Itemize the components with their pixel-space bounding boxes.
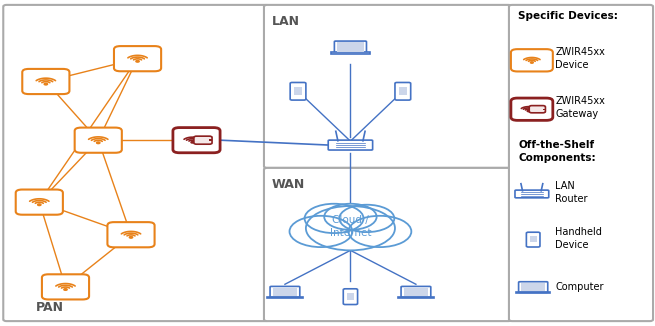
FancyBboxPatch shape xyxy=(75,127,122,153)
Circle shape xyxy=(191,141,194,143)
Text: ZWIR45xx
Device: ZWIR45xx Device xyxy=(555,48,605,70)
Circle shape xyxy=(129,236,133,238)
FancyBboxPatch shape xyxy=(264,5,512,168)
Circle shape xyxy=(339,205,394,232)
Bar xyxy=(346,292,354,300)
Bar xyxy=(516,292,550,293)
FancyBboxPatch shape xyxy=(173,127,220,153)
Circle shape xyxy=(306,206,395,250)
Bar xyxy=(403,288,428,296)
FancyBboxPatch shape xyxy=(335,41,367,53)
FancyBboxPatch shape xyxy=(519,282,548,292)
Circle shape xyxy=(44,83,48,85)
Bar xyxy=(331,52,369,54)
Circle shape xyxy=(37,204,41,206)
FancyBboxPatch shape xyxy=(264,168,512,321)
Text: Specific Devices:: Specific Devices: xyxy=(518,11,618,22)
FancyBboxPatch shape xyxy=(401,287,431,297)
Circle shape xyxy=(531,62,533,63)
FancyBboxPatch shape xyxy=(270,287,300,297)
Circle shape xyxy=(324,204,377,230)
FancyBboxPatch shape xyxy=(509,5,653,321)
Text: Cloud /
Internet: Cloud / Internet xyxy=(329,215,371,238)
FancyBboxPatch shape xyxy=(529,106,546,113)
Bar xyxy=(294,87,302,95)
FancyBboxPatch shape xyxy=(114,46,161,71)
Bar xyxy=(398,297,434,298)
Text: WAN: WAN xyxy=(272,178,305,191)
Text: PAN: PAN xyxy=(36,301,64,314)
Circle shape xyxy=(305,204,364,233)
FancyBboxPatch shape xyxy=(194,136,212,144)
FancyBboxPatch shape xyxy=(16,189,63,215)
FancyBboxPatch shape xyxy=(328,140,373,150)
FancyBboxPatch shape xyxy=(515,190,549,198)
Text: LAN
Router: LAN Router xyxy=(555,181,588,203)
FancyBboxPatch shape xyxy=(42,274,89,300)
Text: Handheld
Device: Handheld Device xyxy=(555,228,603,250)
FancyBboxPatch shape xyxy=(3,5,269,321)
Circle shape xyxy=(348,216,411,247)
FancyBboxPatch shape xyxy=(395,82,411,100)
FancyBboxPatch shape xyxy=(343,289,358,304)
FancyBboxPatch shape xyxy=(107,222,155,247)
Bar xyxy=(337,42,364,52)
Circle shape xyxy=(96,142,100,144)
FancyBboxPatch shape xyxy=(22,69,69,94)
Bar xyxy=(543,109,545,110)
FancyBboxPatch shape xyxy=(527,232,540,247)
Text: Off-the-Shelf
Components:: Off-the-Shelf Components: xyxy=(518,140,596,163)
FancyBboxPatch shape xyxy=(511,49,553,71)
FancyBboxPatch shape xyxy=(511,98,553,120)
Bar xyxy=(272,288,297,296)
Circle shape xyxy=(290,216,352,247)
Bar xyxy=(530,236,536,243)
Bar xyxy=(399,87,407,95)
Bar xyxy=(267,297,303,298)
Circle shape xyxy=(64,289,67,290)
Text: LAN: LAN xyxy=(272,15,300,28)
FancyBboxPatch shape xyxy=(290,82,306,100)
Text: ZWIR45xx
Gateway: ZWIR45xx Gateway xyxy=(555,96,605,119)
Circle shape xyxy=(136,60,140,62)
Bar xyxy=(210,140,212,141)
Bar xyxy=(521,283,545,291)
Text: Computer: Computer xyxy=(555,282,604,292)
